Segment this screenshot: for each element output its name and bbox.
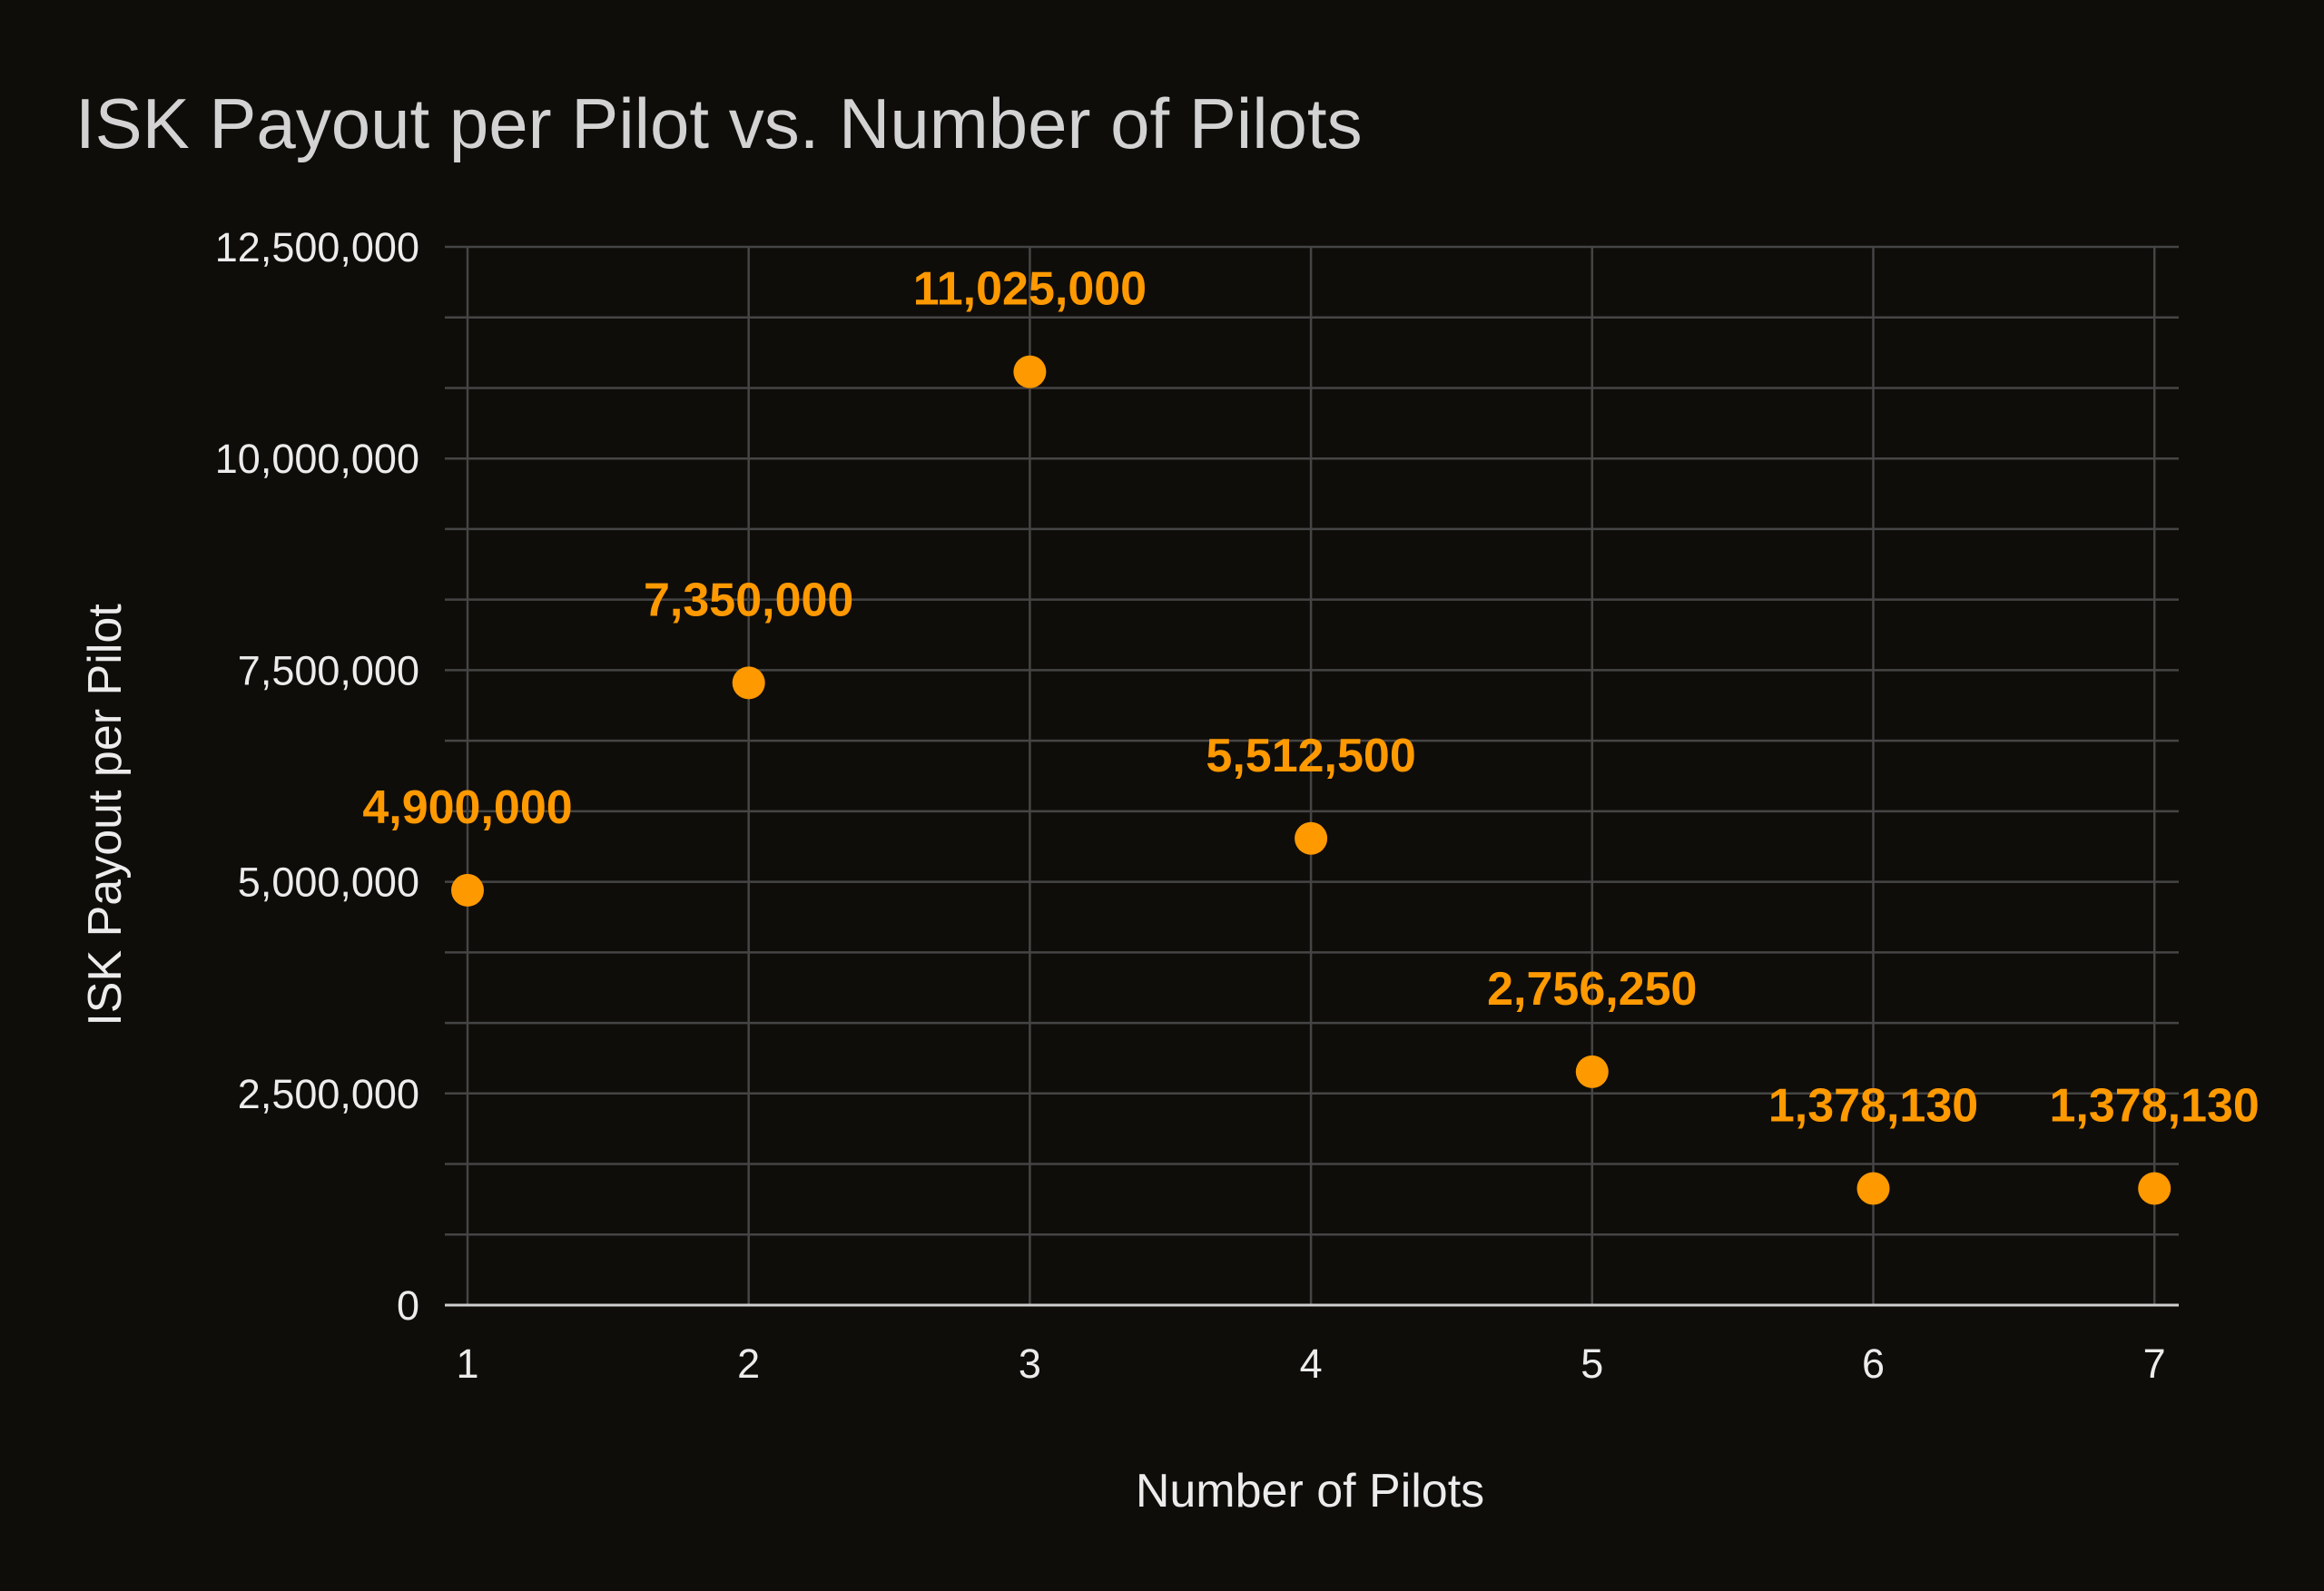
x-tick-label: 5 <box>1581 1341 1603 1387</box>
data-point <box>1856 1172 1890 1205</box>
data-point <box>732 666 765 700</box>
x-tick-label: 2 <box>737 1341 760 1387</box>
x-tick-label: 7 <box>2143 1341 2166 1387</box>
data-labels: 4,900,000 7,350,000 11,025,000 5,512,500 2,7… <box>362 263 2260 1133</box>
x-tick-label: 1 <box>456 1341 478 1387</box>
chart-title: ISK Payout per Pilot vs. Number of Pilot… <box>75 83 1363 163</box>
data-point <box>1295 821 1328 855</box>
grid-lines <box>445 245 2179 1307</box>
data-points <box>451 355 2171 1205</box>
y-axis-ticks: 0 2,500,000 5,000,000 7,500,000 10,000,000 12… <box>215 224 419 1329</box>
x-tick-label: 4 <box>1300 1341 1323 1387</box>
data-label: 4,900,000 <box>362 781 572 834</box>
x-axis-ticks: 1 2 3 4 5 6 7 <box>456 1341 2165 1387</box>
x-tick-label: 6 <box>1862 1341 1885 1387</box>
y-tick-label: 7,500,000 <box>238 647 419 693</box>
data-label: 1,378,130 <box>1768 1079 1978 1132</box>
x-axis-title: Number of Pilots <box>1136 1465 1484 1517</box>
y-tick-label: 0 <box>397 1282 419 1329</box>
y-axis-title: ISK Payout per Pilot <box>79 604 132 1026</box>
data-label: 7,350,000 <box>644 574 853 626</box>
data-point <box>1575 1055 1609 1088</box>
data-label: 5,512,500 <box>1206 730 1415 782</box>
y-tick-label: 5,000,000 <box>238 859 419 906</box>
data-point <box>2138 1172 2171 1205</box>
y-tick-label: 10,000,000 <box>215 436 419 482</box>
data-label: 2,756,250 <box>1487 963 1697 1016</box>
x-tick-label: 3 <box>1019 1341 1041 1387</box>
y-tick-label: 2,500,000 <box>238 1071 419 1117</box>
data-label: 1,378,130 <box>2050 1079 2260 1132</box>
data-point <box>451 873 484 907</box>
data-point <box>1013 355 1047 388</box>
data-label: 11,025,000 <box>913 263 1147 316</box>
y-tick-label: 12,500,000 <box>215 224 419 270</box>
